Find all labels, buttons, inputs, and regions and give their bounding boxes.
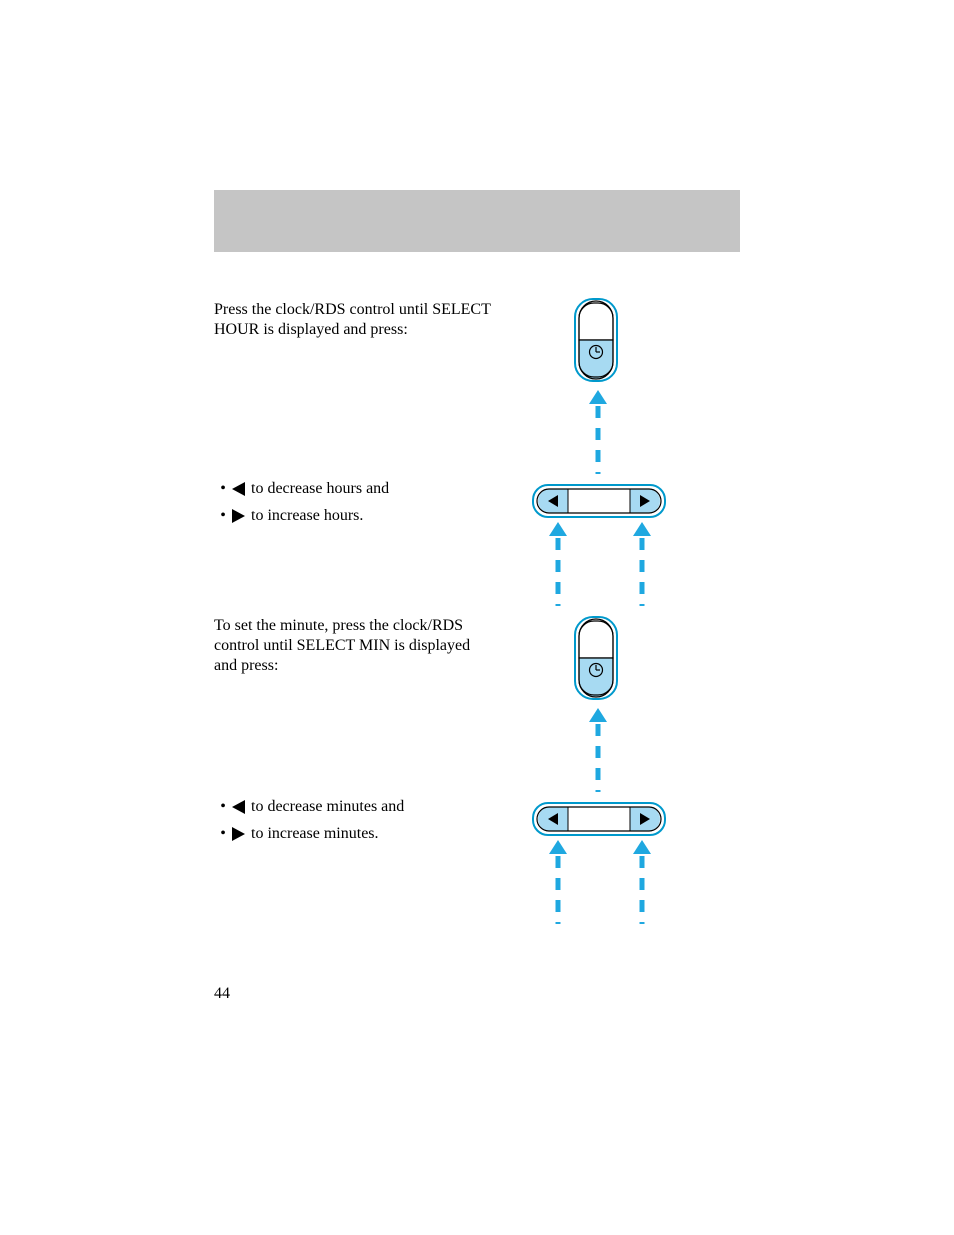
- seek-control-diagram-minute: [530, 800, 668, 843]
- paragraph-minute: To set the minute, press the clock/RDS c…: [214, 616, 494, 676]
- bullet-dot-icon: •: [214, 477, 232, 502]
- bullet-minute-increase: • to increase minutes.: [214, 822, 514, 847]
- bullet-dot-icon: •: [214, 822, 232, 847]
- manual-page: Press the clock/RDS control until SELECT…: [0, 0, 954, 1235]
- hour-decrease-text: to decrease hours and: [251, 477, 389, 502]
- triangle-left-icon: [232, 482, 245, 496]
- arrow-up-seek-left-minute: [548, 840, 568, 929]
- bullet-hour-decrease: • to decrease hours and: [214, 477, 514, 502]
- bullet-dot-icon: •: [214, 504, 232, 529]
- arrow-up-seek-right-minute: [632, 840, 652, 929]
- seek-control-diagram-hour: [530, 482, 668, 525]
- hour-bullet-list: • to decrease hours and • to increase ho…: [214, 477, 514, 531]
- arrow-up-to-clock-minute: [588, 708, 608, 797]
- bullet-minute-decrease: • to decrease minutes and: [214, 795, 514, 820]
- clock-rds-button-diagram-hour: [572, 296, 620, 391]
- minute-increase-text: to increase minutes.: [251, 822, 379, 847]
- bullet-hour-increase: • to increase hours.: [214, 504, 514, 529]
- triangle-left-icon: [232, 800, 245, 814]
- header-band: [214, 190, 740, 252]
- arrow-up-seek-left-hour: [548, 522, 568, 611]
- clock-rds-button-diagram-minute: [572, 614, 620, 709]
- arrow-up-seek-right-hour: [632, 522, 652, 611]
- minute-bullet-list: • to decrease minutes and • to increase …: [214, 795, 514, 849]
- paragraph-hour: Press the clock/RDS control until SELECT…: [214, 300, 494, 340]
- minute-decrease-text: to decrease minutes and: [251, 795, 404, 820]
- bullet-dot-icon: •: [214, 795, 232, 820]
- triangle-right-icon: [232, 509, 245, 523]
- hour-increase-text: to increase hours.: [251, 504, 363, 529]
- page-number: 44: [214, 985, 230, 1003]
- triangle-right-icon: [232, 827, 245, 841]
- arrow-up-to-clock-hour: [588, 390, 608, 479]
